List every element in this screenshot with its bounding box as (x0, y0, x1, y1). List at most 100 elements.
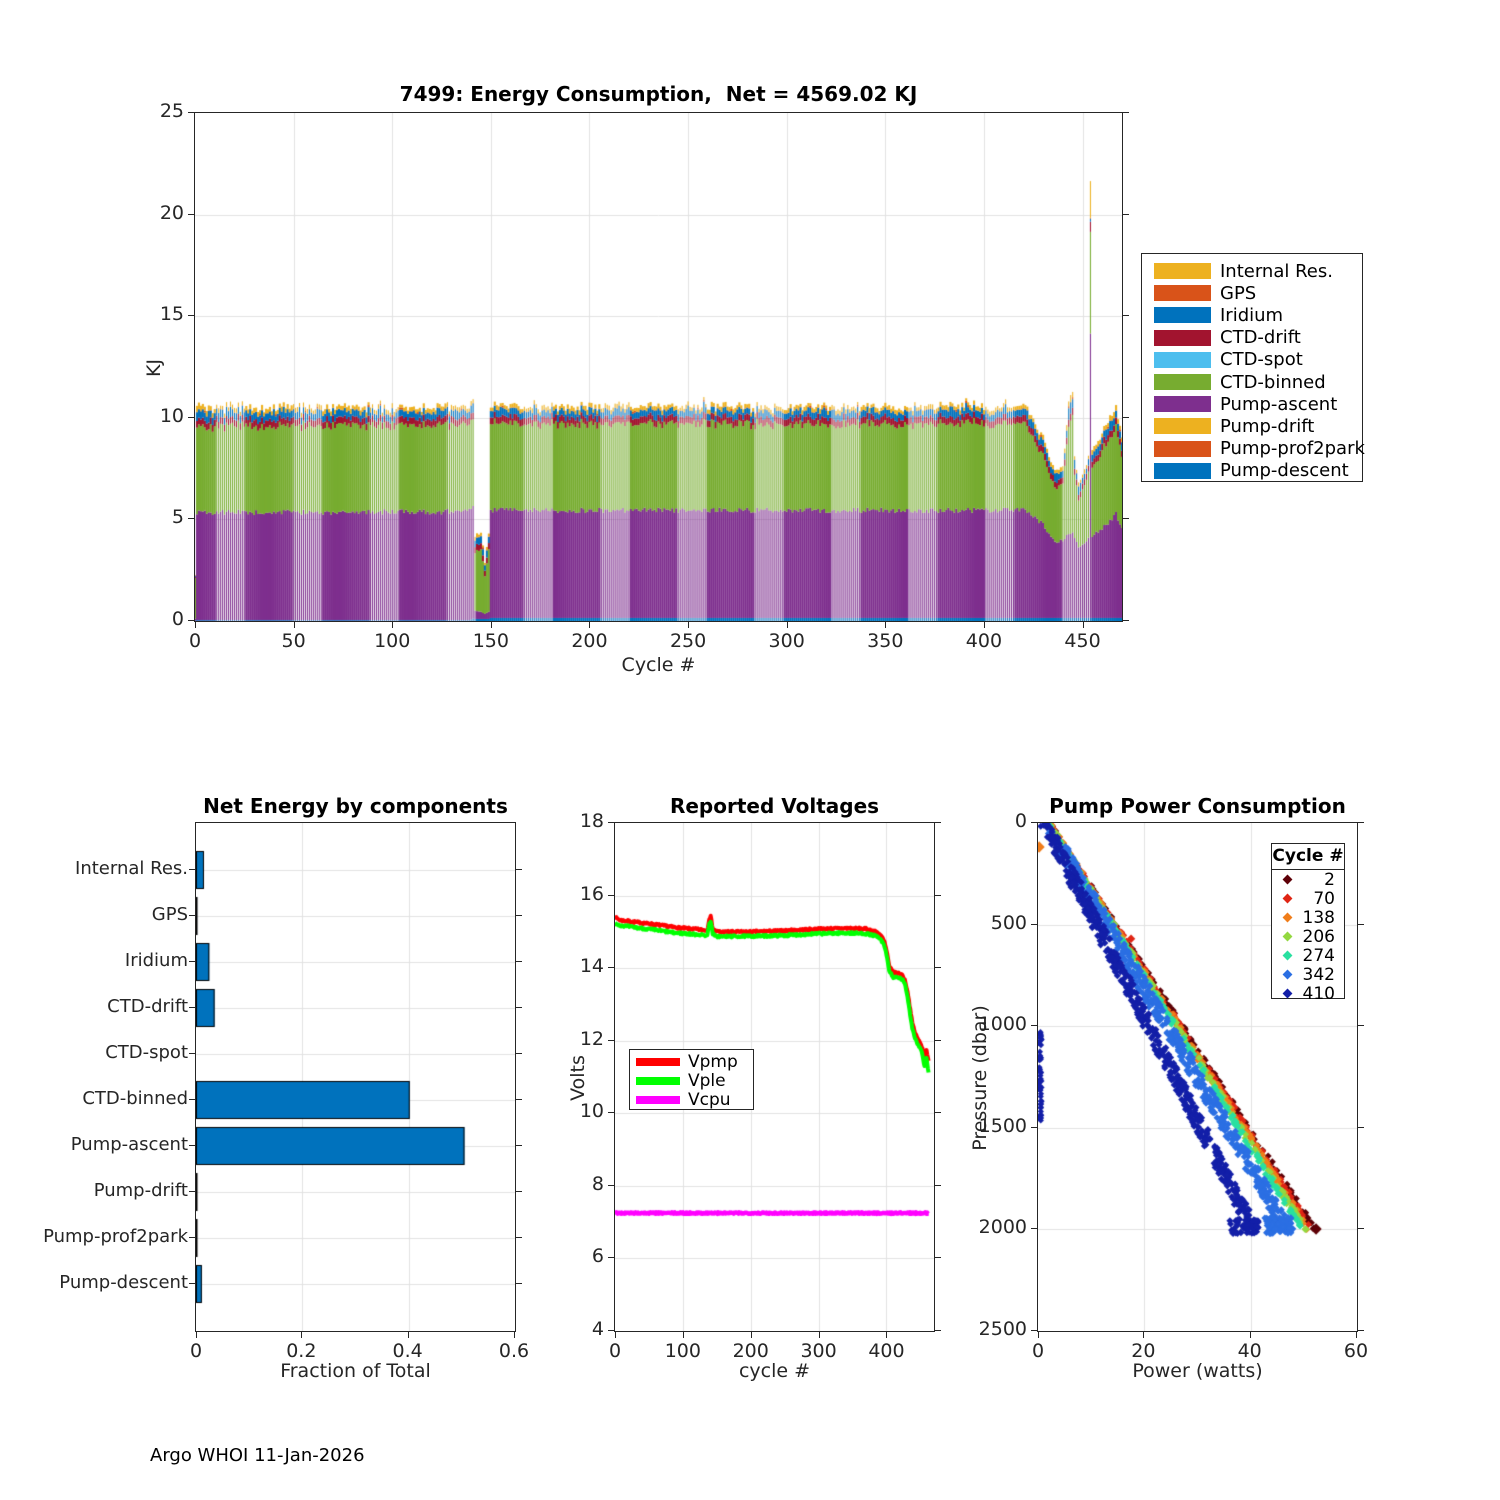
cycle-legend-item: 2 (1272, 870, 1344, 890)
axis-tick-label: 0.4 (392, 1340, 423, 1362)
category-label: CTD-spot (105, 1042, 188, 1063)
axis-tick-mark (1038, 1332, 1039, 1338)
axis-tick-mark (1031, 1330, 1037, 1331)
axis-tick-mark (1123, 214, 1129, 215)
axis-tick-mark (608, 1040, 614, 1041)
voltages-chart-title: Reported Voltages (669, 794, 880, 818)
cycle-legend-number: 70 (1313, 888, 1335, 909)
axis-tick-mark (608, 895, 614, 896)
energy-chart-title: 7499: Energy Consumption, Net = 4569.02 … (399, 82, 918, 106)
axis-tick-mark (188, 518, 194, 519)
axis-tick-mark (608, 1185, 614, 1186)
axis-tick-label: 25 (159, 100, 184, 122)
legend-color-swatch (1154, 462, 1211, 479)
axis-tick-label: 100 (664, 1340, 701, 1362)
axis-tick-label: 1000 (978, 1013, 1027, 1036)
cycle-legend-item: 70 (1272, 888, 1344, 909)
legend-item-label: CTD-binned (1220, 371, 1326, 393)
legend-item: Pump-ascent (1154, 393, 1362, 415)
axis-tick-mark (392, 622, 393, 628)
legend-item: CTD-drift (1154, 327, 1362, 349)
axis-tick-mark (608, 822, 614, 823)
axis-tick-mark (189, 1053, 195, 1054)
pump-power-plot-area (1037, 822, 1358, 1332)
axis-tick-label: 0.6 (498, 1340, 530, 1362)
axis-tick-mark (935, 895, 941, 896)
axis-tick-label: 5 (171, 506, 184, 529)
legend-color-swatch (1154, 351, 1211, 368)
axis-tick-label: 16 (579, 882, 604, 905)
axis-tick-label: 1500 (978, 1114, 1027, 1137)
legend-color-swatch (1154, 374, 1211, 391)
pump-power-x-axis-label: Power (watts) (1132, 1360, 1263, 1382)
axis-tick-mark (1358, 1127, 1364, 1128)
legend-item: Pump-prof2park (1154, 438, 1365, 460)
axis-tick-label: 0 (189, 1340, 203, 1362)
net-energy-chart-title: Net Energy by components (203, 794, 508, 818)
axis-tick-label: 4 (591, 1318, 604, 1340)
axis-tick-label: 8 (591, 1172, 604, 1195)
legend-item: CTD-spot (1154, 349, 1362, 371)
axis-tick-mark (608, 1257, 614, 1258)
energy-y-axis-label: KJ (143, 358, 165, 378)
legend-item: Internal Res. (1154, 260, 1362, 282)
legend-color-swatch (1154, 440, 1211, 457)
cycle-legend-number: 206 (1302, 926, 1335, 947)
axis-tick-mark (516, 1237, 522, 1238)
axis-tick-mark (189, 915, 195, 916)
legend-item-label: CTD-drift (1220, 327, 1301, 349)
legend-item-label: Pump-ascent (1220, 393, 1338, 415)
axis-tick-mark (196, 1332, 197, 1338)
legend-item: Pump-descent (1154, 460, 1362, 482)
axis-tick-mark (935, 1185, 941, 1186)
axis-tick-mark (1143, 1332, 1144, 1338)
legend-item-label: CTD-spot (1220, 349, 1303, 371)
axis-tick-mark (188, 417, 194, 418)
axis-tick-mark (1250, 1332, 1251, 1338)
axis-tick-mark (885, 622, 886, 628)
axis-tick-label: 0 (1014, 810, 1027, 832)
axis-tick-mark (516, 1191, 522, 1192)
axis-tick-label: 450 (1064, 630, 1101, 652)
voltage-legend-label: Vple (688, 1071, 726, 1091)
axis-tick-label: 2500 (978, 1318, 1027, 1340)
voltage-legend-label: Vpmp (688, 1052, 738, 1072)
voltage-legend-swatch (636, 1058, 680, 1066)
axis-tick-mark (1031, 1025, 1037, 1026)
voltage-legend-item: Vpmp (636, 1052, 747, 1072)
axis-tick-label: 200 (571, 630, 608, 652)
axis-tick-mark (1031, 924, 1037, 925)
axis-tick-label: 350 (867, 630, 904, 652)
axis-tick-label: 0 (1031, 1340, 1045, 1362)
axis-tick-label: 50 (281, 630, 306, 652)
axis-tick-mark (1031, 822, 1037, 823)
cycle-legend-item: 274 (1272, 946, 1344, 966)
axis-tick-label: 14 (579, 955, 604, 978)
axis-tick-label: 10 (579, 1100, 604, 1123)
axis-tick-mark (301, 1332, 302, 1338)
axis-tick-mark (516, 915, 522, 916)
axis-tick-label: 0 (171, 608, 184, 630)
axis-tick-mark (608, 1330, 614, 1331)
axis-tick-mark (589, 622, 590, 628)
axis-tick-mark (189, 869, 195, 870)
axis-tick-label: 0 (188, 630, 202, 652)
axis-tick-mark (935, 1330, 941, 1331)
legend-color-swatch (1154, 396, 1211, 413)
axis-tick-mark (189, 1237, 195, 1238)
axis-tick-mark (787, 622, 788, 628)
axis-tick-mark (516, 1007, 522, 1008)
axis-tick-label: 60 (1343, 1340, 1369, 1362)
legend-color-swatch (1154, 263, 1211, 280)
axis-tick-label: 40 (1237, 1340, 1262, 1362)
axis-tick-mark (514, 1332, 515, 1338)
category-label: Internal Res. (75, 858, 188, 879)
energy-stacked-bars-canvas (195, 113, 1122, 621)
cycle-legend-item: 342 (1272, 965, 1344, 985)
axis-tick-mark (408, 1332, 409, 1338)
cycle-legend-number: 410 (1302, 983, 1335, 1004)
axis-tick-mark (935, 1112, 941, 1113)
axis-tick-mark (516, 1145, 522, 1146)
axis-tick-mark (935, 967, 941, 968)
